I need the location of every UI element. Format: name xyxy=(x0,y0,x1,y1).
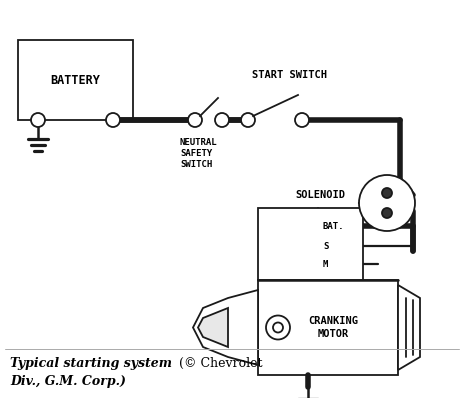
Bar xyxy=(257,208,362,280)
Circle shape xyxy=(188,113,201,127)
Text: (© Chevrolet: (© Chevrolet xyxy=(175,357,262,369)
Bar xyxy=(257,280,397,375)
Bar xyxy=(18,40,133,120)
Polygon shape xyxy=(193,290,257,365)
Text: BAT.: BAT. xyxy=(322,222,344,231)
Text: S: S xyxy=(322,242,328,251)
Circle shape xyxy=(272,322,282,332)
Text: START SWITCH: START SWITCH xyxy=(252,70,327,80)
Circle shape xyxy=(381,208,391,218)
Polygon shape xyxy=(397,285,419,370)
Text: Typical starting system: Typical starting system xyxy=(10,357,172,369)
Circle shape xyxy=(31,113,45,127)
Text: Div., G.M. Corp.): Div., G.M. Corp.) xyxy=(10,374,125,387)
Text: SOLENOID: SOLENOID xyxy=(295,190,345,200)
Circle shape xyxy=(381,188,391,198)
Circle shape xyxy=(358,175,414,231)
Circle shape xyxy=(294,113,308,127)
Circle shape xyxy=(240,113,255,127)
Polygon shape xyxy=(198,308,227,347)
Circle shape xyxy=(214,113,229,127)
Text: M: M xyxy=(322,260,328,269)
Text: CRANKING
MOTOR: CRANKING MOTOR xyxy=(307,316,357,339)
Text: BATTERY: BATTERY xyxy=(50,74,100,87)
Text: NEUTRAL
SAFETY
SWITCH: NEUTRAL SAFETY SWITCH xyxy=(180,138,217,169)
Circle shape xyxy=(265,315,289,339)
Circle shape xyxy=(106,113,120,127)
